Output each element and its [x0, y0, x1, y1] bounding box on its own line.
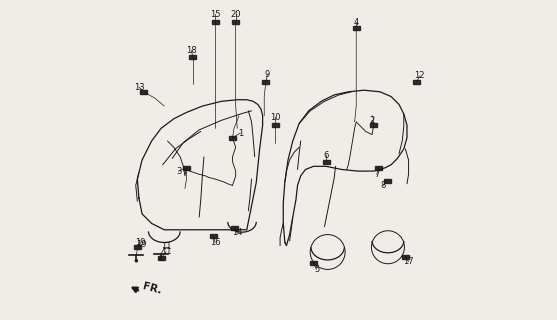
Polygon shape	[189, 55, 196, 59]
Text: 15: 15	[210, 10, 221, 19]
Text: 11: 11	[160, 247, 171, 257]
Text: FR.: FR.	[141, 281, 163, 296]
Text: 8: 8	[380, 181, 386, 190]
Text: 10: 10	[270, 113, 281, 122]
Polygon shape	[262, 80, 269, 84]
Text: 1: 1	[238, 129, 243, 138]
Text: 9: 9	[265, 70, 270, 79]
Circle shape	[160, 258, 162, 260]
Polygon shape	[229, 136, 236, 140]
Text: 20: 20	[231, 10, 241, 19]
Polygon shape	[375, 166, 382, 170]
Polygon shape	[210, 234, 217, 238]
Polygon shape	[310, 261, 317, 265]
Polygon shape	[232, 20, 239, 24]
Polygon shape	[183, 166, 190, 170]
Polygon shape	[134, 245, 141, 249]
Polygon shape	[353, 27, 360, 30]
Polygon shape	[272, 123, 279, 127]
Text: 11: 11	[162, 242, 172, 251]
Polygon shape	[158, 256, 165, 260]
Polygon shape	[402, 255, 409, 259]
Circle shape	[135, 260, 138, 262]
Polygon shape	[413, 80, 420, 84]
Polygon shape	[212, 20, 218, 24]
Text: 19: 19	[135, 238, 146, 247]
Polygon shape	[384, 179, 392, 182]
Text: 6: 6	[324, 151, 329, 160]
Polygon shape	[323, 160, 330, 164]
Text: 7: 7	[374, 170, 379, 179]
Text: 3: 3	[176, 167, 181, 176]
Text: 19: 19	[136, 240, 146, 249]
Text: 14: 14	[232, 228, 242, 237]
Text: 17: 17	[403, 257, 414, 266]
Text: 16: 16	[210, 238, 221, 247]
Text: 2: 2	[369, 116, 375, 125]
Polygon shape	[370, 123, 377, 127]
Text: 18: 18	[186, 46, 197, 55]
Text: 5: 5	[314, 265, 319, 274]
Text: 4: 4	[354, 18, 359, 27]
Polygon shape	[231, 226, 238, 230]
Text: 12: 12	[414, 71, 425, 80]
Text: 13: 13	[134, 83, 144, 92]
Polygon shape	[140, 90, 147, 94]
